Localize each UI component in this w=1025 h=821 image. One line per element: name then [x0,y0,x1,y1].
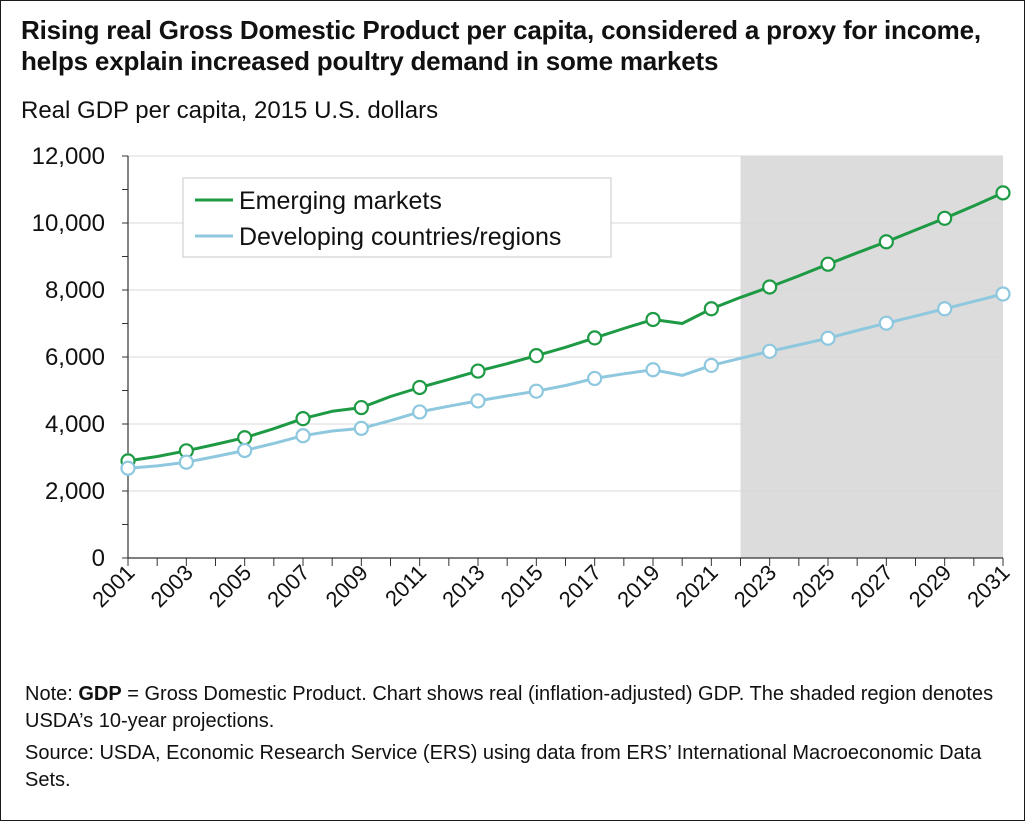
chart-title: Rising real Gross Domestic Product per c… [21,15,981,76]
data-point [703,357,719,373]
data-point [995,286,1011,302]
data-point [703,301,719,317]
data-point [412,404,428,420]
note-prefix: Note: [25,683,79,705]
series-emerging-markets [120,185,1011,469]
y-tick-label: 10,000 [32,210,105,237]
y-tick-label: 4,000 [45,411,105,438]
data-point [237,442,253,459]
x-tick-label: 2007 [262,560,314,612]
data-point [878,234,894,250]
y-tick-label: 8,000 [45,277,105,304]
note-body: = Gross Domestic Product. Chart shows re… [25,683,994,732]
x-tick-label: 2005 [204,560,256,612]
data-point [237,430,253,446]
data-point [762,279,778,295]
x-tick-label: 2019 [612,560,664,612]
data-point [587,330,603,346]
legend-label: Developing countries/regions [239,223,561,251]
y-tick-label: 0 [92,545,105,572]
series-developing-countries [120,286,1011,476]
data-point [820,256,836,272]
x-tick-label: 2021 [671,560,723,612]
source-text: Source: USDA, Economic Research Service … [25,742,982,791]
data-point [937,210,953,226]
legend-box [182,177,612,258]
data-point [762,343,778,359]
data-point [645,311,661,328]
x-tick-label: 2003 [146,560,198,612]
data-point [820,330,836,346]
data-point [470,363,486,379]
y-tick-label: 2,000 [45,478,105,505]
data-point [295,411,311,427]
x-tick-label: 2011 [380,560,431,611]
data-point [937,301,953,317]
x-tick-label: 2031 [962,560,1014,612]
note-bold-term: GDP [78,683,122,705]
x-tick-label: 2015 [496,560,548,612]
data-point [295,428,311,444]
x-tick-label: 2027 [846,560,898,612]
note-text: Note: GDP = Gross Domestic Product. Char… [25,681,1005,735]
legend: Emerging markets Developing countries/reg… [182,177,612,258]
x-tick-label: 2013 [437,560,489,612]
legend-label: Emerging markets [239,187,442,215]
y-tick-label: 6,000 [45,344,105,371]
x-tick-label: 2009 [321,560,373,612]
data-point [353,420,369,436]
data-point [412,379,428,396]
data-point [995,185,1011,201]
data-point [120,460,136,476]
x-tick-label: 2017 [554,560,606,612]
notes-block: Note: GDP = Gross Domestic Product. Char… [25,681,1005,799]
y-axis-title: Real GDP per capita, 2015 U.S. dollars [21,97,439,124]
data-point [878,315,894,331]
x-tick-label: 2025 [787,560,839,612]
y-tick-label: 12,000 [32,143,105,170]
x-tick-label: 2029 [904,560,956,612]
data-point [528,348,544,364]
data-point [470,393,486,409]
x-tick-label: 2023 [729,560,781,612]
series-line [127,191,1004,463]
data-point [353,399,369,416]
data-point [645,362,661,378]
data-point [178,454,194,470]
data-point [587,370,603,387]
series-line [127,292,1004,470]
data-point [528,383,544,399]
